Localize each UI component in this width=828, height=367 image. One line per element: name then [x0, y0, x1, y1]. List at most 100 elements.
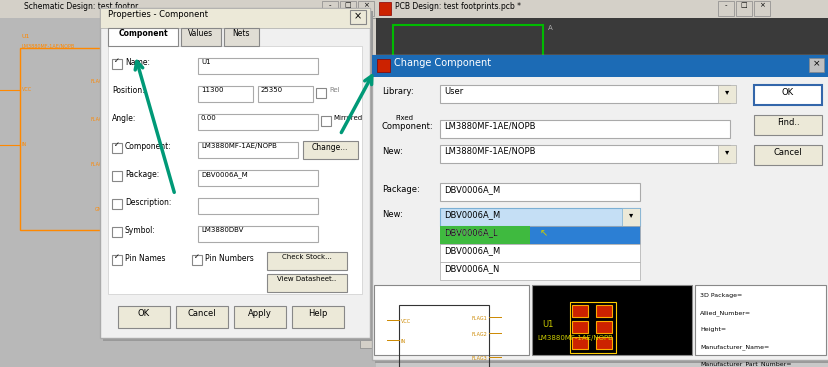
Text: Pin Numbers: Pin Numbers	[205, 254, 253, 263]
Bar	[440, 183, 639, 201]
Bar	[717, 85, 735, 103]
Text: Fixed: Fixed	[394, 115, 412, 121]
Bar	[100, 8, 369, 338]
Bar	[224, 28, 258, 46]
Text: Component:: Component:	[382, 122, 433, 131]
Text: ×: ×	[354, 11, 362, 21]
Text: -: -	[329, 2, 331, 8]
Text: OK: OK	[137, 309, 150, 318]
Text: DBV0006A_M: DBV0006A_M	[444, 185, 499, 194]
Bar	[571, 337, 587, 349]
Bar	[112, 227, 122, 237]
Bar	[358, 1, 373, 16]
Bar	[532, 285, 691, 355]
Bar	[198, 142, 297, 158]
Text: VCC: VCC	[22, 87, 32, 92]
Bar	[258, 86, 313, 102]
Bar	[735, 1, 751, 16]
Text: U1: U1	[22, 34, 31, 39]
Text: VCC: VCC	[401, 319, 411, 324]
Text: FLAG2: FLAG2	[90, 117, 106, 122]
Text: Change Component: Change Component	[393, 58, 490, 68]
Text: Rel: Rel	[329, 87, 339, 93]
Bar	[100, 8, 369, 28]
Text: ×: ×	[363, 2, 368, 8]
Text: OK: OK	[781, 88, 793, 97]
Text: DBV0006A_L: DBV0006A_L	[444, 228, 497, 237]
Text: Name:: Name:	[125, 58, 150, 67]
Bar	[621, 208, 639, 226]
Bar	[753, 85, 821, 105]
Text: ×: ×	[758, 2, 764, 8]
Bar	[571, 321, 587, 333]
Text: U1: U1	[542, 320, 553, 329]
Text: ✓: ✓	[114, 254, 120, 260]
Text: LM3880DBV: LM3880DBV	[200, 227, 243, 233]
Text: ✓: ✓	[194, 254, 200, 260]
Text: □: □	[739, 2, 746, 8]
Text: New:: New:	[382, 210, 402, 219]
Text: DBV0006A_L: DBV0006A_L	[444, 228, 497, 237]
Bar	[112, 255, 122, 265]
Text: Library:: Library:	[382, 87, 413, 96]
Bar	[440, 262, 639, 280]
Bar	[595, 321, 611, 333]
Bar	[440, 208, 639, 226]
Bar	[20, 48, 108, 230]
Text: LM3880MF-1AE/NOPB: LM3880MF-1AE/NOPB	[444, 147, 535, 156]
Text: -: -	[724, 2, 726, 8]
Bar	[303, 141, 358, 159]
Bar	[108, 28, 178, 46]
Bar	[198, 86, 253, 102]
Bar	[321, 1, 338, 16]
Text: DBV0006A_M: DBV0006A_M	[200, 171, 248, 178]
Text: DBV0006A_M: DBV0006A_M	[444, 246, 499, 255]
Text: FLAG2: FLAG2	[470, 332, 486, 337]
Text: User: User	[444, 87, 463, 96]
Bar	[570, 302, 615, 353]
Text: IN: IN	[22, 142, 27, 147]
Text: U1: U1	[200, 59, 210, 65]
Text: Allied_Number=: Allied_Number=	[699, 310, 750, 316]
Bar	[372, 55, 828, 77]
Bar	[398, 305, 489, 367]
Text: FLAG3: FLAG3	[470, 356, 486, 361]
Bar	[291, 306, 344, 328]
Text: Find..: Find..	[776, 118, 798, 127]
Bar	[392, 25, 542, 125]
Text: ↖: ↖	[539, 228, 547, 238]
Text: LM3880MF-1AE/NOPB: LM3880MF-1AE/NOPB	[444, 122, 535, 131]
Bar	[349, 10, 365, 24]
Bar	[383, 116, 392, 126]
Text: ✓: ✓	[114, 58, 120, 64]
Text: <: <	[364, 182, 370, 188]
Bar	[198, 58, 318, 74]
Text: ▾: ▾	[724, 87, 729, 96]
Text: LM3880MF-1AE/NOPB: LM3880MF-1AE/NOPB	[200, 143, 277, 149]
Bar	[112, 171, 122, 181]
Text: 11300: 11300	[200, 87, 224, 93]
Bar	[103, 11, 373, 341]
Bar	[198, 114, 318, 130]
Text: ✓: ✓	[114, 142, 120, 148]
Text: Description:: Description:	[125, 198, 171, 207]
Bar	[374, 58, 828, 363]
Text: Mirrored: Mirrored	[333, 115, 362, 121]
Text: □: □	[344, 2, 351, 8]
Bar	[440, 226, 639, 244]
Bar	[376, 18, 828, 133]
Bar	[595, 305, 611, 317]
Bar	[181, 28, 221, 46]
Text: FLAG1: FLAG1	[90, 79, 106, 84]
Text: Package:: Package:	[382, 185, 419, 194]
Text: 3D Package=: 3D Package=	[699, 293, 741, 298]
Text: DBV0006A_N: DBV0006A_N	[444, 264, 498, 273]
Bar	[373, 285, 528, 355]
Bar	[118, 306, 170, 328]
Text: Change...: Change...	[311, 143, 348, 152]
Text: A: A	[547, 25, 552, 31]
Bar	[108, 46, 362, 294]
Text: Properties - Component: Properties - Component	[108, 10, 208, 19]
Text: FLAG3: FLAG3	[90, 162, 106, 167]
Text: IN: IN	[401, 339, 406, 344]
